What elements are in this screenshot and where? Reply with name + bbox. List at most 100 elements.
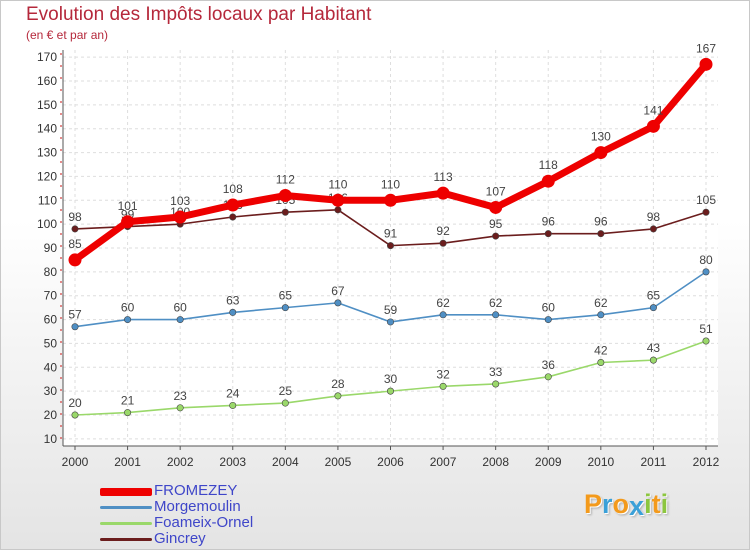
y-tick-label: 160 [37, 74, 57, 88]
y-tick-label: 120 [37, 169, 57, 183]
logo-letter: i [660, 489, 669, 519]
y-tick-label: 50 [44, 336, 58, 350]
data-label-fromezey: 130 [591, 130, 611, 144]
x-tick-label: 2008 [482, 455, 509, 469]
data-point-morgemoulin [176, 316, 184, 324]
data-point-fromezey [646, 119, 660, 133]
data-point-morgemoulin [71, 323, 79, 331]
data-point-fromezey [436, 186, 450, 200]
data-label-gincrey: 95 [489, 217, 503, 231]
axis-dot [60, 233, 62, 235]
data-point-fromezey [331, 193, 345, 207]
data-point-foameix-ornel [334, 392, 342, 400]
data-point-foameix-ornel [702, 337, 710, 345]
data-point-morgemoulin [544, 316, 552, 324]
chart-title: Evolution des Impôts locaux par Habitant [26, 4, 372, 25]
axis-dot [60, 269, 62, 271]
axis-dot [60, 401, 62, 403]
data-point-fromezey [68, 253, 82, 267]
data-point-morgemoulin [124, 316, 132, 324]
data-label-morgemoulin: 60 [173, 301, 187, 315]
data-point-gincrey [597, 230, 605, 238]
data-label-gincrey: 105 [696, 193, 716, 207]
data-point-morgemoulin [649, 304, 657, 312]
axis-dot [60, 353, 62, 355]
axis-dot [60, 245, 62, 247]
x-tick-label: 2010 [587, 455, 614, 469]
y-tick-label: 130 [37, 146, 57, 160]
axis-dot [60, 221, 62, 223]
data-label-fromezey: 110 [328, 177, 347, 191]
axis-dot [60, 413, 62, 415]
data-label-gincrey: 96 [594, 215, 608, 229]
data-point-foameix-ornel [71, 411, 79, 419]
data-label-foameix-ornel: 32 [436, 367, 450, 381]
axis-dot [60, 257, 62, 259]
data-label-foameix-ornel: 36 [542, 358, 556, 372]
data-point-foameix-ornel [281, 399, 289, 407]
data-point-fromezey [278, 189, 292, 203]
data-point-gincrey [544, 230, 552, 238]
logo-letter: i [644, 489, 652, 519]
x-tick-label: 2004 [272, 455, 299, 469]
axis-dot [60, 89, 62, 91]
x-tick-label: 2000 [62, 455, 89, 469]
data-point-fromezey [699, 57, 713, 71]
x-tick-label: 2007 [430, 455, 457, 469]
data-label-morgemoulin: 65 [647, 289, 661, 303]
logo-letter: P [584, 489, 603, 519]
legend-label-gincrey: Gincrey [154, 530, 206, 547]
y-tick-label: 30 [44, 384, 58, 398]
axis-dot [60, 389, 62, 391]
data-label-gincrey: 98 [647, 210, 661, 224]
data-label-gincrey: 92 [436, 224, 450, 238]
logo-letter: t [651, 489, 661, 519]
data-label-morgemoulin: 62 [594, 296, 608, 310]
data-label-morgemoulin: 67 [331, 284, 345, 298]
data-point-gincrey [702, 208, 710, 216]
data-label-fromezey: 110 [381, 177, 400, 191]
data-point-fromezey [226, 198, 240, 212]
data-point-fromezey [121, 215, 135, 229]
axis-dot [60, 341, 62, 343]
y-tick-label: 140 [37, 122, 57, 136]
data-label-fromezey: 112 [276, 173, 295, 187]
chart-subtitle: (en € et par an) [26, 28, 109, 42]
axis-dot [60, 197, 62, 199]
y-tick-label: 10 [44, 432, 58, 446]
data-label-morgemoulin: 65 [279, 289, 293, 303]
data-point-morgemoulin [229, 308, 237, 316]
logo-letter: x [629, 491, 645, 521]
data-label-morgemoulin: 57 [68, 308, 82, 322]
data-point-gincrey [334, 206, 342, 214]
data-point-fromezey [541, 174, 555, 188]
data-point-morgemoulin [281, 304, 289, 312]
data-point-foameix-ornel [229, 401, 237, 409]
data-label-foameix-ornel: 43 [647, 341, 661, 355]
data-label-gincrey: 91 [384, 227, 398, 241]
legend-swatch-fromezey [100, 488, 152, 496]
data-label-fromezey: 108 [223, 182, 243, 196]
data-point-gincrey [649, 225, 657, 233]
axis-dot [60, 125, 62, 127]
x-tick-label: 2005 [325, 455, 352, 469]
data-label-morgemoulin: 59 [384, 303, 398, 317]
data-label-fromezey: 113 [434, 170, 453, 184]
data-point-fromezey [489, 200, 503, 214]
axis-dot [60, 293, 62, 295]
data-point-morgemoulin [386, 318, 394, 326]
data-label-foameix-ornel: 42 [594, 344, 608, 358]
x-tick-label: 2009 [535, 455, 562, 469]
data-label-foameix-ornel: 20 [68, 396, 82, 410]
y-tick-label: 70 [44, 289, 58, 303]
legend-swatch-foameix-ornel [100, 522, 152, 525]
data-point-foameix-ornel [124, 409, 132, 417]
data-point-foameix-ornel [649, 356, 657, 364]
legend-label-fromezey: FROMEZEY [154, 482, 238, 499]
x-tick-label: 2002 [167, 455, 194, 469]
data-point-fromezey [384, 193, 397, 207]
data-point-morgemoulin [334, 299, 342, 307]
axis-dot [60, 137, 62, 139]
data-label-fromezey: 103 [170, 194, 190, 208]
